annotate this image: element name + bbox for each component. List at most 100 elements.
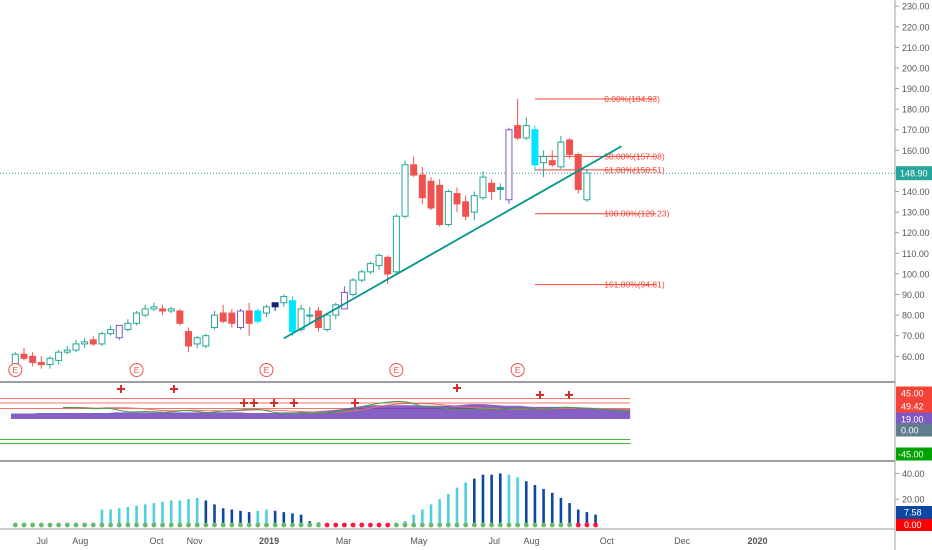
candle[interactable] [306, 306, 314, 324]
earnings-marker[interactable]: E [510, 363, 525, 377]
candle[interactable] [185, 327, 193, 353]
candle[interactable] [505, 127, 513, 204]
candle[interactable] [254, 308, 262, 324]
candle[interactable] [410, 156, 418, 178]
price-tick-label: 170.00 [902, 125, 930, 135]
candle[interactable] [219, 304, 227, 324]
candle-body [98, 333, 106, 345]
candle-body [245, 310, 253, 324]
osc-cross-marker [453, 384, 461, 392]
candle[interactable] [98, 331, 106, 346]
candle-body [150, 306, 158, 310]
candle[interactable] [418, 166, 426, 204]
candle[interactable] [496, 183, 504, 200]
candle[interactable] [349, 278, 357, 297]
candle-body [81, 341, 89, 345]
candle[interactable] [193, 335, 201, 349]
price-tick-label: 210.00 [902, 43, 930, 53]
candle[interactable] [245, 302, 253, 336]
price-pane[interactable]: 0.00%(184.93) 50.00%(157.08) 61.80%(150.51… [0, 94, 895, 377]
candle[interactable] [548, 150, 556, 167]
candle[interactable] [81, 337, 89, 349]
candle[interactable] [159, 304, 167, 316]
candle[interactable] [444, 189, 452, 227]
candle[interactable] [167, 306, 175, 314]
candle-body [63, 349, 71, 353]
candle[interactable] [133, 310, 141, 326]
candle[interactable] [124, 319, 132, 332]
hist-zero-dot [480, 522, 486, 528]
candle[interactable] [288, 296, 296, 336]
candle[interactable] [488, 179, 496, 200]
candle-body [540, 156, 548, 164]
candle[interactable] [63, 345, 71, 355]
candle[interactable] [401, 160, 409, 219]
time-axis[interactable]: Jul Aug Oct Nov 2019 Mar May Jul Aug Oct Dec 2020 [36, 536, 767, 546]
earnings-marker[interactable]: E [8, 363, 23, 377]
price-axis[interactable]: 230.00 220.00 210.00 200.00 190.00 180.00 170.… [895, 2, 932, 531]
candle[interactable] [55, 350, 63, 365]
histogram-pane[interactable] [12, 473, 598, 528]
candle[interactable] [262, 304, 270, 318]
candle[interactable] [202, 333, 210, 349]
earnings-marker[interactable]: E [129, 363, 144, 377]
hist-zero-dot [367, 522, 373, 528]
osc-value-badge [896, 423, 932, 437]
candle[interactable] [479, 170, 487, 200]
earnings-marker[interactable]: E [389, 363, 404, 377]
hist-zero-dot [290, 522, 295, 528]
candle[interactable] [427, 177, 435, 211]
candle[interactable] [583, 168, 591, 202]
hist-zero-dot [359, 522, 365, 528]
candle[interactable] [280, 294, 288, 307]
earnings-marker[interactable]: E [259, 363, 274, 377]
candle[interactable] [375, 253, 383, 270]
hist-zero-dot [342, 522, 347, 528]
candle[interactable] [462, 195, 470, 221]
candle[interactable] [271, 302, 279, 311]
candle[interactable] [176, 308, 184, 326]
candle[interactable] [107, 325, 115, 336]
candle[interactable] [323, 313, 331, 332]
oscillator-pane[interactable] [0, 384, 631, 444]
candle[interactable] [366, 261, 374, 274]
candle[interactable] [557, 135, 565, 169]
hist-zero-dot [463, 522, 469, 528]
trendline[interactable] [283, 145, 622, 340]
candle[interactable] [392, 214, 400, 274]
candle[interactable] [531, 125, 539, 171]
candle[interactable] [115, 324, 123, 340]
candle[interactable] [37, 356, 45, 369]
candle[interactable] [566, 137, 574, 159]
hist-zero-dot [532, 522, 538, 528]
candle[interactable] [453, 187, 461, 213]
price-tick-label: 120.00 [902, 228, 930, 238]
hist-zero-dot [272, 522, 278, 528]
candle[interactable] [211, 310, 219, 330]
candle[interactable] [358, 269, 366, 283]
candle-body [124, 322, 132, 331]
candle[interactable] [89, 335, 97, 346]
candle[interactable] [72, 339, 80, 353]
osc-cross-marker [170, 385, 178, 393]
candle[interactable] [46, 356, 54, 369]
candle[interactable] [470, 191, 478, 221]
candle[interactable] [514, 98, 522, 141]
candle[interactable] [540, 150, 548, 178]
candle[interactable] [228, 308, 236, 328]
candle[interactable] [436, 179, 444, 227]
candle-body [271, 302, 279, 308]
candle[interactable] [141, 304, 149, 318]
hist-zero-dot [125, 522, 131, 528]
candle[interactable] [20, 348, 28, 361]
candle[interactable] [29, 352, 37, 367]
osc-cross-marker [250, 399, 258, 407]
candle[interactable] [340, 286, 348, 310]
hist-zero-dot [402, 522, 408, 528]
candle[interactable] [522, 117, 530, 141]
candle[interactable] [236, 308, 244, 330]
hist-zero-dot [151, 522, 157, 528]
candle[interactable] [150, 302, 158, 311]
hist-zero-dot [203, 522, 209, 528]
